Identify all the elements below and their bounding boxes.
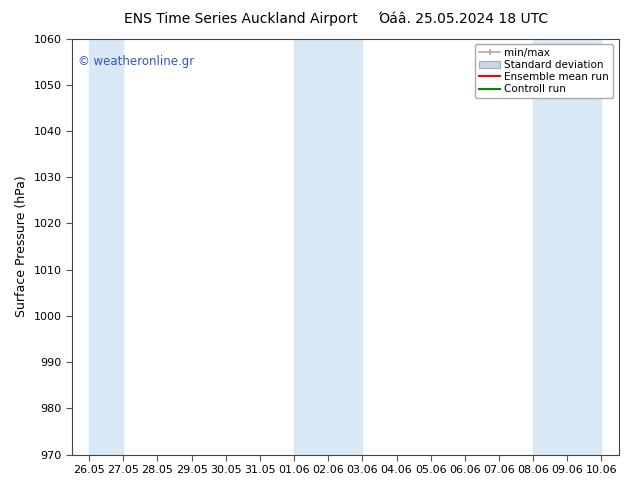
Y-axis label: Surface Pressure (hPa): Surface Pressure (hPa)	[15, 176, 28, 318]
Bar	[89, 39, 124, 455]
Bar	[294, 39, 363, 455]
Bar	[533, 39, 602, 455]
Text: © weatheronline.gr: © weatheronline.gr	[77, 55, 194, 68]
Text: ENS Time Series Auckland Airport: ENS Time Series Auckland Airport	[124, 12, 358, 26]
Text: Όáâ. 25.05.2024 18 UTC: Όáâ. 25.05.2024 18 UTC	[378, 12, 548, 26]
Legend: min/max, Standard deviation, Ensemble mean run, Controll run: min/max, Standard deviation, Ensemble me…	[476, 44, 613, 98]
